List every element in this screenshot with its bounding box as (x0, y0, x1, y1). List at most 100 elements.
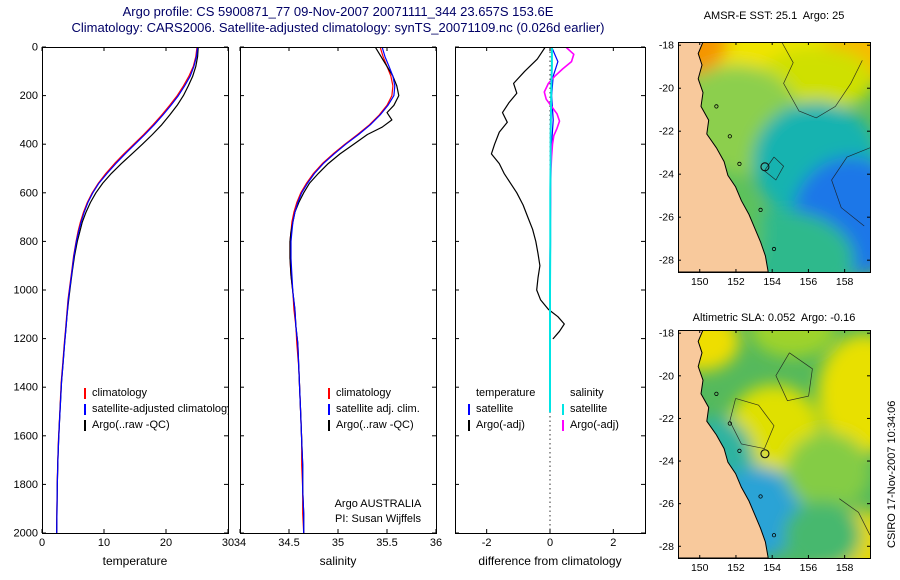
legend-label: Argo(..raw -QC) (92, 419, 170, 431)
x-tick-label: 2 (610, 537, 616, 549)
xlabel-difference: difference from climatology (478, 554, 622, 568)
x-tick-label: 156 (800, 562, 818, 574)
x-tick-label: 152 (727, 562, 745, 574)
y-tick-label: 1800 (14, 479, 38, 491)
series-salinity-satellite (549, 47, 553, 413)
legend-label: satellite adj. clim. (336, 403, 420, 415)
legend-temperature-panel: climatology satellite-adjusted climatolo… (84, 385, 228, 433)
x-tick-label: 34.5 (278, 537, 299, 549)
legend-line-sample (84, 419, 86, 431)
y-tick-label: 600 (20, 187, 38, 199)
sea-contour (729, 398, 775, 449)
map-title-sla: Altimetric SLA: 0.052 Argo: -0.16 (692, 312, 856, 324)
y-tick-label: 800 (20, 236, 38, 248)
x-tick-label: 158 (836, 562, 854, 574)
series-argo-raw-qc (56, 47, 199, 533)
series-salinity-argo-adj (543, 47, 575, 413)
xlabel-temperature: temperature (102, 554, 168, 568)
series-climatology (55, 47, 198, 533)
x-tick-label: 156 (800, 276, 818, 288)
island-marker (727, 134, 732, 139)
y-tick-label: 1400 (14, 382, 38, 394)
axes-frame (455, 47, 646, 534)
y-tick-label: -24 (659, 169, 674, 181)
legend-item-satellite-adjusted: satellite adj. clim. (328, 401, 446, 417)
legend-label: Argo(-adj) (476, 419, 525, 431)
argo-float-marker (760, 162, 770, 172)
y-tick-label: -28 (659, 541, 674, 553)
island-marker (771, 246, 777, 252)
land-mass (678, 330, 769, 558)
island-marker (714, 104, 719, 109)
field-blob (750, 330, 836, 358)
x-tick-label: 36 (430, 537, 442, 549)
legend-item-satellite-adjusted: satellite-adjusted climatology (84, 401, 228, 417)
legend-line-sample (468, 419, 470, 431)
field-blob (785, 432, 870, 511)
legend-line-sample (562, 419, 564, 431)
y-tick-label: 1600 (14, 430, 38, 442)
legend-header-temperature: temperature (476, 387, 536, 399)
map-overlay-sla (678, 330, 870, 558)
series-argo-raw-qc (289, 47, 400, 533)
series-temperature-argo-adj (490, 47, 565, 340)
axes-frame (678, 42, 871, 273)
legend-label: climatology (336, 387, 392, 399)
x-tick-label: 10 (98, 537, 110, 549)
legend-line-sample (328, 419, 330, 431)
figure-title-line2: Climatology: CARS2006. Satellite-adjuste… (71, 20, 605, 35)
program-name: Argo AUSTRALIA (334, 498, 422, 510)
legend-label: satellite (476, 403, 514, 415)
y-tick-label: -20 (659, 83, 674, 95)
sea-contour (763, 156, 785, 181)
x-tick-label: 150 (691, 562, 709, 574)
y-tick-label: 1000 (14, 285, 38, 297)
legend-line-sample (84, 387, 86, 399)
legend-item-climatology: climatology (84, 385, 228, 401)
y-tick-label: 2000 (14, 528, 38, 540)
legend-diff-temperature: temperature satellite Argo(-adj) (468, 385, 535, 433)
x-tick-label: 152 (727, 276, 745, 288)
legend-diff-salinity: salinity satellite Argo(-adj) (562, 385, 619, 433)
land-mass (678, 42, 769, 272)
legend-line-sample (328, 387, 330, 399)
pi-name: PI: Susan Wijffels (335, 513, 421, 525)
x-tick-label: 34 (234, 537, 246, 549)
legend-salinity-panel: climatology satellite adj. clim. Argo(..… (328, 385, 446, 433)
x-tick-label: 154 (763, 562, 781, 574)
field-blob (818, 334, 870, 454)
x-tick-label: 35.5 (376, 537, 397, 549)
legend-item-satellite: satellite (562, 401, 619, 417)
y-tick-label: -22 (659, 126, 674, 138)
x-tick-label: 30 (222, 537, 234, 549)
x-tick-label: 158 (836, 276, 854, 288)
y-tick-label: 1200 (14, 333, 38, 345)
legend-label: climatology (92, 387, 148, 399)
legend-item-argo: Argo(..raw -QC) (84, 417, 228, 433)
island-marker (737, 161, 742, 166)
axes-frame (678, 330, 871, 559)
island-marker (758, 207, 763, 212)
y-tick-label: -26 (659, 212, 674, 224)
island-marker (737, 448, 742, 453)
legend-label: Argo(..raw -QC) (336, 419, 414, 431)
island-marker (727, 421, 732, 426)
y-tick-label: -18 (659, 328, 674, 340)
x-tick-label: 20 (160, 537, 172, 549)
legend-line-sample (328, 403, 330, 415)
legend-header-salinity: salinity (570, 387, 604, 399)
watermark-text: CSIRO 17-Nov-2007 10:34:06 (886, 400, 898, 548)
figure-title-line1: Argo profile: CS 5900871_77 09-Nov-2007 … (122, 4, 554, 19)
axes-frame (42, 47, 229, 534)
y-tick-label: 0 (32, 42, 38, 54)
series-climatology (289, 47, 394, 533)
legend-item-argo-adj: Argo(-adj) (562, 417, 619, 433)
legend-item-argo-adj: Argo(-adj) (468, 417, 535, 433)
series-group-sal (289, 47, 400, 533)
series-group-diff (490, 47, 575, 413)
map-overlay-sst (678, 42, 870, 272)
x-tick-label: 154 (763, 276, 781, 288)
field-blob (783, 501, 861, 558)
